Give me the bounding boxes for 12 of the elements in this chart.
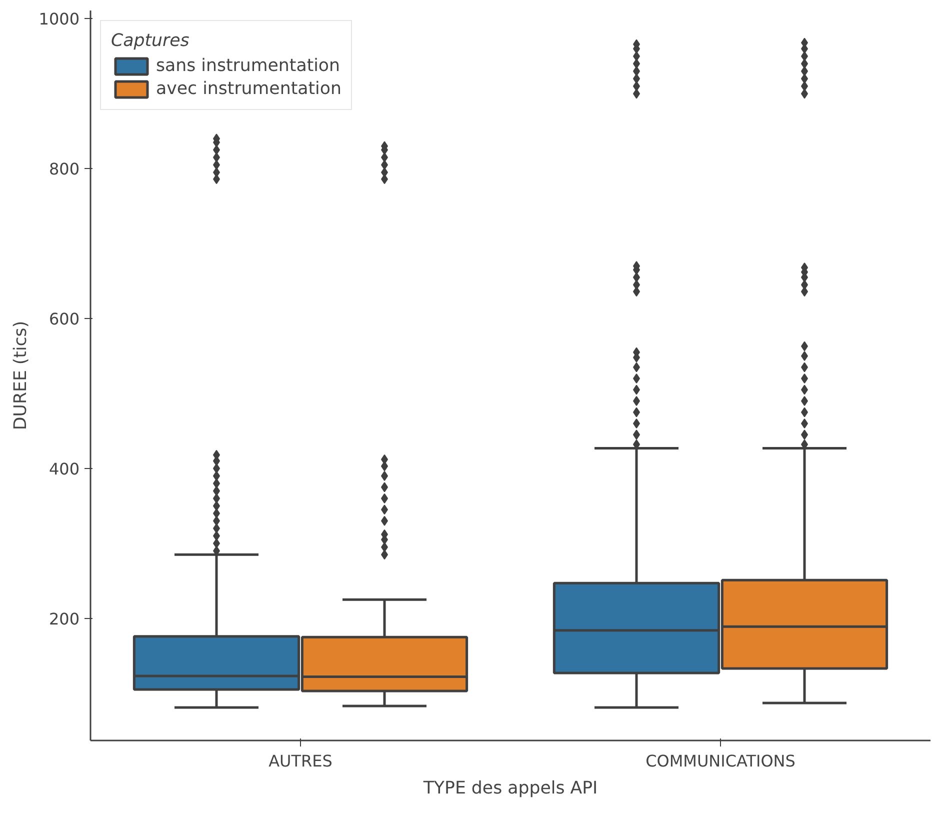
y-tick-label: 400: [48, 459, 80, 478]
y-tick-label: 600: [48, 310, 80, 329]
y-tick-label: 200: [48, 609, 80, 628]
y-tick-label: 1000: [38, 10, 80, 29]
x-tick-label: COMMUNICATIONS: [646, 752, 796, 770]
y-tick-label: 800: [48, 160, 80, 179]
x-tick-label: AUTRES: [268, 752, 332, 770]
legend-label: sans instrumentation: [156, 56, 340, 76]
x-axis-title: TYPE des appels API: [422, 778, 598, 798]
y-axis-title: DUREE (tics): [10, 320, 31, 430]
legend-title: Captures: [111, 31, 190, 51]
legend-label: avec instrumentation: [156, 79, 342, 99]
